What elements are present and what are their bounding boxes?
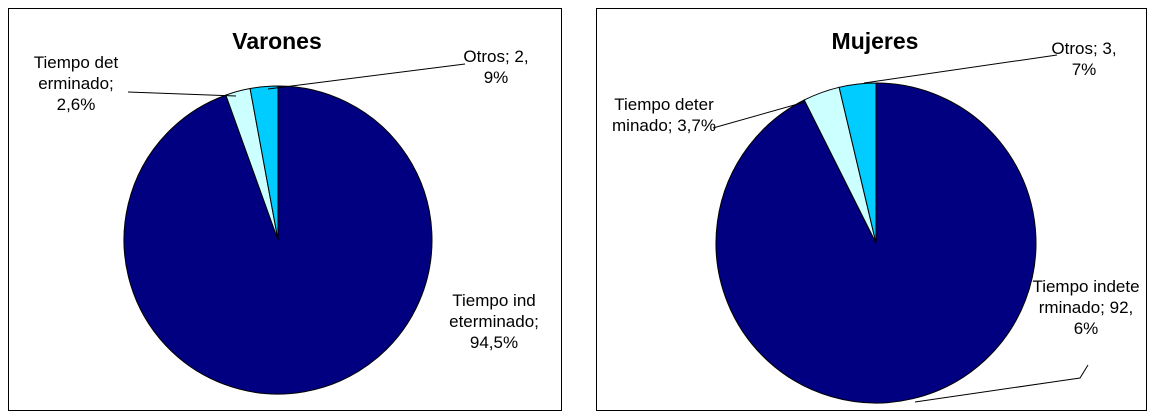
leader-line <box>712 101 806 129</box>
data-label: Tiempo indeterminado; 94,5% <box>449 291 539 352</box>
chart-title: Mujeres <box>831 28 919 54</box>
leader-line <box>267 63 466 90</box>
data-label: Otros; 2,9% <box>463 47 529 87</box>
pies <box>123 82 1037 404</box>
pie-slice <box>249 85 279 241</box>
leader-line <box>863 54 1058 84</box>
leader-line <box>127 91 237 97</box>
chart-title: Varones <box>232 28 322 54</box>
data-label: Tiempo determinado; 3,7% <box>612 95 716 135</box>
data-label: Tiempo determinado; 2,6% <box>33 53 119 114</box>
leader-line <box>914 364 1089 403</box>
pie-slice <box>838 82 877 244</box>
data-label: Tiempo indeterminado; 92,6% <box>1032 277 1140 338</box>
data-label: Otros; 3,7% <box>1051 39 1117 79</box>
